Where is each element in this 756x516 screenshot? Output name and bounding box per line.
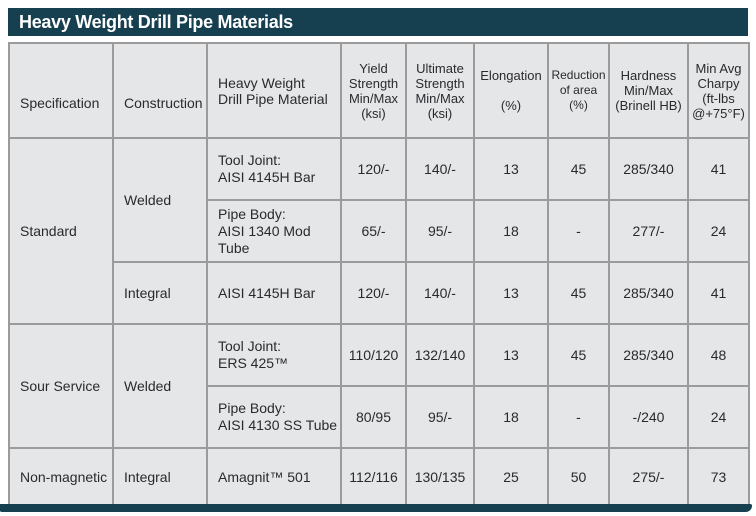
col-header-reduction-of-area: Reduction of area (%) (547, 42, 610, 139)
elongation-cell: 13 (473, 323, 549, 387)
spec-cell: Standard (8, 137, 114, 325)
charpy-cell: 24 (687, 385, 750, 449)
col-header-elongation: Elongation (%) (473, 42, 549, 139)
charpy-cell: 73 (687, 447, 750, 507)
construction-cell: Integral (112, 261, 208, 325)
yield-cell: 112/116 (340, 447, 407, 507)
hardness-cell: 285/340 (608, 137, 689, 201)
material-cell: Amagnit™ 501 (206, 447, 342, 507)
col-header-construction: Construction (112, 42, 208, 139)
header-row: Specification Construction Heavy Weight … (8, 42, 750, 139)
hardness-cell: -/240 (608, 385, 689, 449)
reduction-cell: 50 (547, 447, 610, 507)
yield-cell: 80/95 (340, 385, 407, 449)
hardness-cell: 285/340 (608, 261, 689, 325)
elongation-cell: 13 (473, 261, 549, 325)
material-cell: Pipe Body: AISI 1340 Mod Tube (206, 199, 342, 263)
reduction-cell: 45 (547, 137, 610, 201)
reduction-cell: - (547, 385, 610, 449)
material-cell: AISI 4145H Bar (206, 261, 342, 325)
hardness-cell: 275/- (608, 447, 689, 507)
elongation-cell: 18 (473, 385, 549, 449)
ultimate-cell: 130/135 (405, 447, 475, 507)
yield-cell: 120/- (340, 261, 407, 325)
ultimate-cell: 132/140 (405, 323, 475, 387)
table-row: Sour Service Welded Tool Joint: ERS 425™… (8, 323, 750, 449)
table-row: Pipe Body: AISI 4130 SS Tube 80/95 95/- … (9, 385, 750, 449)
table-title-bar: Heavy Weight Drill Pipe Materials (8, 8, 748, 36)
table-row: Standard Welded Tool Joint: AISI 4145H B… (8, 137, 750, 325)
ultimate-cell: 140/- (405, 261, 475, 325)
reduction-cell: - (547, 199, 610, 263)
elongation-cell: 18 (473, 199, 549, 263)
drill-pipe-materials-table: Specification Construction Heavy Weight … (8, 42, 750, 507)
yield-cell: 110/120 (340, 323, 407, 387)
page-title: Heavy Weight Drill Pipe Materials (19, 11, 293, 32)
ultimate-cell: 140/- (405, 137, 475, 201)
charpy-cell: 24 (687, 199, 750, 263)
elongation-cell: 25 (473, 447, 549, 507)
reduction-cell: 45 (547, 323, 610, 387)
material-cell: Tool Joint: ERS 425™ (206, 323, 342, 387)
hardness-cell: 285/340 (608, 323, 689, 387)
spec-cell: Non-magnetic (8, 447, 114, 507)
table-row: Non-magnetic Integral Amagnit™ 501 112/1… (8, 447, 750, 507)
col-header-ultimate-strength: Ultimate Strength Min/Max (ksi) (405, 42, 475, 139)
elongation-cell: 13 (473, 137, 549, 201)
construction-cell: Welded (112, 137, 208, 263)
charpy-cell: 48 (687, 323, 750, 387)
material-cell: Pipe Body: AISI 4130 SS Tube (206, 385, 342, 449)
col-header-hardness: Hardness Min/Max (Brinell HB) (608, 42, 689, 139)
spec-cell: Sour Service (8, 323, 114, 449)
col-header-specification: Specification (8, 42, 114, 139)
ultimate-cell: 95/- (405, 199, 475, 263)
table-footer-accent-bar (0, 504, 752, 512)
ultimate-cell: 95/- (405, 385, 475, 449)
col-header-yield-strength: Yield Strength Min/Max (ksi) (340, 42, 407, 139)
yield-cell: 120/- (340, 137, 407, 201)
charpy-cell: 41 (687, 137, 750, 201)
material-cell: Tool Joint: AISI 4145H Bar (206, 137, 342, 201)
col-header-charpy: Min Avg Charpy (ft-lbs @+75°F) (687, 42, 750, 139)
table-row: Integral AISI 4145H Bar 120/- 140/- 13 4… (9, 261, 750, 325)
construction-cell: Integral (112, 447, 208, 507)
construction-cell: Welded (112, 323, 208, 449)
yield-cell: 65/- (340, 199, 407, 263)
hardness-cell: 277/- (608, 199, 689, 263)
col-header-material: Heavy Weight Drill Pipe Material (206, 42, 342, 139)
charpy-cell: 41 (687, 261, 750, 325)
reduction-cell: 45 (547, 261, 610, 325)
table-row: Pipe Body: AISI 1340 Mod Tube 65/- 95/- … (9, 199, 750, 263)
